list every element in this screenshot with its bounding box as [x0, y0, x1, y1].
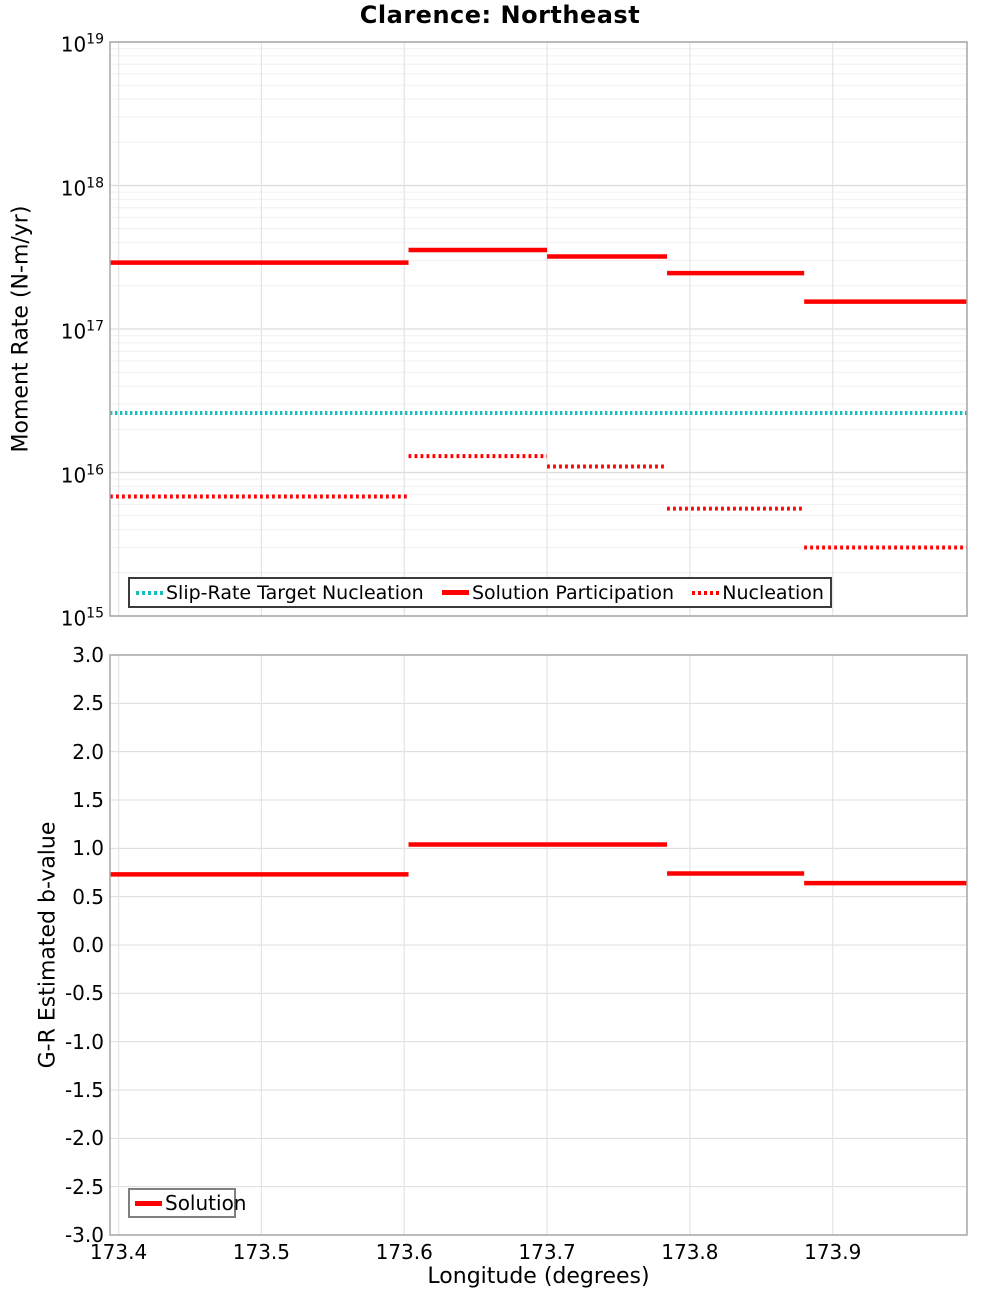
- legend-label: Slip-Rate Target Nucleation: [166, 581, 424, 604]
- y-tick-exponent: 16: [86, 462, 104, 479]
- y-tick-base: 10: [60, 319, 87, 344]
- legend-item-solution: Solution: [135, 1191, 246, 1215]
- legend-item-solution-participation: Solution Participation: [441, 581, 674, 604]
- x-tick-label: 173.4: [89, 1240, 148, 1264]
- top-y-tick-label: 1018: [0, 171, 104, 200]
- bottom-legend: Solution: [128, 1188, 246, 1218]
- bottom-panel-grid: [110, 655, 967, 1235]
- y-tick-base: 10: [60, 32, 87, 57]
- dotted-line-sample-icon: [136, 590, 163, 595]
- y-tick-exponent: 17: [86, 318, 104, 335]
- bottom-y-tick-label: 1.0: [72, 836, 104, 861]
- bottom-y-tick-label: 1.5: [72, 788, 104, 812]
- x-axis-label: Longitude (degrees): [427, 1264, 650, 1289]
- bottom-y-tick-label: 0.0: [72, 933, 104, 957]
- series-solution-participation: [110, 247, 967, 304]
- top-y-tick-label: 1017: [0, 315, 104, 344]
- bottom-y-tick-label: -0.5: [64, 981, 104, 1006]
- bottom-y-tick-label: 2.0: [72, 739, 104, 764]
- bottom-y-tick-label: -2.5: [64, 1174, 104, 1199]
- bottom-y-tick-label: -3.0: [64, 1223, 104, 1247]
- x-tick-label: 173.8: [661, 1240, 719, 1264]
- legend-label: Nucleation: [722, 581, 824, 604]
- y-tick-exponent: 18: [86, 175, 104, 192]
- bottom-y-tick-label: -1.0: [64, 1029, 104, 1054]
- dotted-line-sample-icon: [692, 590, 720, 595]
- chart-title: Clarence: Northeast: [359, 1, 641, 29]
- series-nucleation: [110, 454, 967, 550]
- legend-label: Solution Participation: [471, 581, 674, 604]
- series-solution: [110, 842, 967, 886]
- legend-label: Solution: [165, 1191, 247, 1215]
- bottom-y-tick-label: 2.5: [72, 691, 104, 716]
- bottom-y-tick-label: 3.0: [72, 643, 104, 667]
- x-tick-label: 173.5: [232, 1240, 291, 1264]
- y-tick-exponent: 19: [86, 31, 104, 48]
- bottom-y-tick-label: 0.5: [72, 884, 104, 909]
- x-tick-label: 173.6: [375, 1240, 433, 1264]
- legend-item-nucleation: Nucleation: [692, 582, 824, 604]
- y-tick-exponent: 15: [86, 605, 104, 622]
- solid-line-sample-icon: [441, 590, 469, 595]
- bottom-y-tick-label: -2.0: [64, 1126, 104, 1151]
- y-tick-base: 10: [60, 175, 87, 200]
- bottom-panel-border: [109, 654, 968, 1236]
- y-tick-base: 10: [60, 606, 87, 631]
- x-tick-label: 173.7: [518, 1240, 576, 1264]
- top-y-tick-label: 1015: [0, 602, 104, 631]
- top-panel-border: [109, 41, 968, 617]
- solid-line-sample-icon: [135, 1200, 162, 1206]
- top-y-tick-label: 1019: [0, 28, 104, 57]
- legend-item-slip-rate-target-nucleation: Slip-Rate Target Nucleation: [136, 582, 424, 604]
- x-tick-label: 173.9: [804, 1240, 862, 1264]
- top-legend: Slip-Rate Target Nucleation Solution Part…: [128, 577, 832, 608]
- top-panel-grid: [110, 41, 967, 617]
- y-tick-base: 10: [60, 462, 87, 487]
- bottom-y-tick-label: -1.5: [64, 1078, 104, 1102]
- top-y-tick-label: 1016: [0, 458, 104, 487]
